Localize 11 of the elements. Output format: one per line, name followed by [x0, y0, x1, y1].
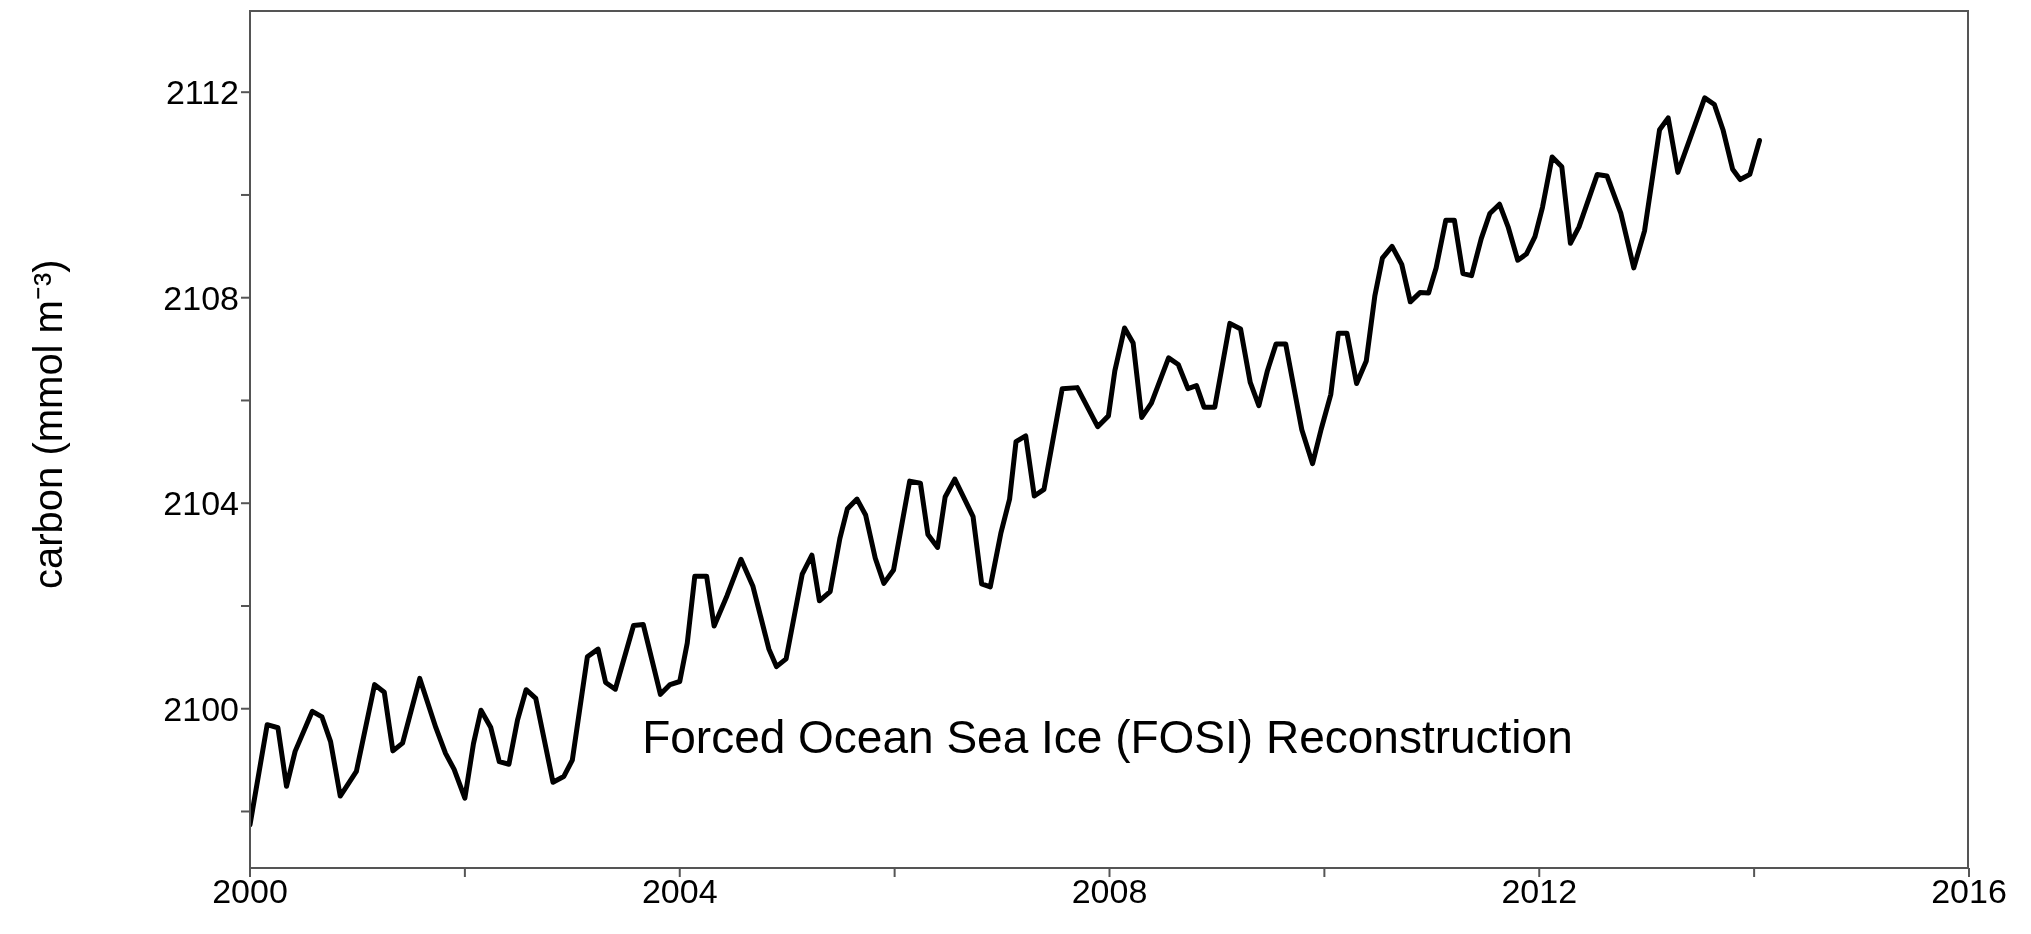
- x-tick-label: 2012: [1501, 872, 1578, 911]
- y-tick-label: 2100: [163, 689, 239, 728]
- annotation: Forced Ocean Sea Ice (FOSI) Reconstruction: [642, 709, 1573, 764]
- y-tick-label: 2108: [163, 278, 239, 317]
- x-tick-label: 2000: [212, 872, 288, 911]
- x-tick-label: 2008: [1071, 872, 1148, 911]
- y-axis-title: carbon (mmol m⁻³): [26, 259, 71, 589]
- x-tick-label: 2004: [641, 872, 718, 911]
- x-tick-label: 2016: [1931, 872, 2007, 911]
- y-tick-label: 2112: [165, 73, 239, 112]
- y-tick-label: 2104: [163, 484, 239, 523]
